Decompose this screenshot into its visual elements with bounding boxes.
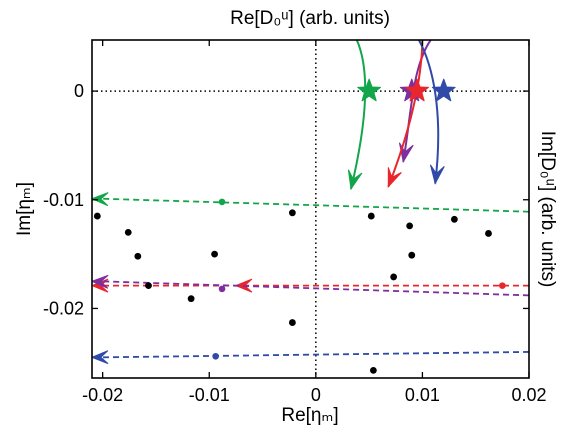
blue-curve-arrow: [429, 164, 445, 185]
y-tick-label: -0.01: [43, 190, 84, 210]
x-tick-label: 0.01: [405, 385, 440, 405]
black-point: [485, 230, 492, 237]
y-tick-label: 0: [74, 81, 84, 101]
green-curve-arrow: [347, 169, 363, 191]
x-tick-label: -0.01: [189, 385, 230, 405]
green-curve: [350, 40, 367, 190]
axis-ticks: -0.02 -0.01 0 0.01 0.02 0 -0.01 -0.02: [43, 40, 547, 405]
black-point: [93, 212, 101, 220]
green-end-arrow: [92, 192, 109, 207]
purple-end-arrow: [92, 274, 109, 289]
red-curve: [387, 40, 424, 188]
black-point: [450, 215, 458, 223]
black-point: [134, 252, 142, 260]
black-point: [369, 366, 377, 374]
black-point: [367, 212, 375, 220]
black-point: [211, 250, 218, 258]
green-dot: [218, 198, 226, 206]
black-point: [288, 319, 296, 326]
black-point: [406, 222, 414, 230]
plot-area: [92, 40, 529, 378]
red-dot: [499, 282, 506, 289]
purple-dot: [218, 285, 226, 293]
x-tick-label: -0.02: [82, 385, 123, 405]
blue-end-arrow: [92, 350, 109, 365]
purple-curve-arrow: [398, 142, 414, 164]
y-axis-label: Im[ηₘ]: [14, 182, 35, 236]
black-point: [187, 295, 195, 303]
blue-dot: [212, 352, 219, 360]
top-axis-label: Re[D₀ᵘ] (arb. units): [230, 8, 390, 29]
black-point: [288, 209, 296, 217]
plot-frame: [91, 39, 530, 379]
green-star: [357, 78, 382, 102]
black-point: [124, 228, 132, 236]
y-tick-label: -0.02: [43, 298, 84, 318]
blue-curve: [417, 40, 440, 184]
right-axis-label: Im[D₀ᵘ] (arb. units): [537, 131, 558, 288]
blue-dashed-line: [99, 351, 529, 359]
x-axis-label: Re[ηₘ]: [281, 405, 338, 426]
x-tick-label: 0: [311, 385, 321, 405]
red-curve-arrow: [387, 167, 402, 189]
blue-star: [431, 78, 456, 102]
black-point: [390, 273, 398, 281]
black-point: [145, 282, 152, 290]
red-star: [405, 78, 429, 102]
green-dashed-line: [99, 197, 529, 213]
black-point: [408, 251, 416, 259]
purple-dashed-line: [99, 280, 529, 297]
x-tick-label: 0.02: [511, 385, 546, 405]
